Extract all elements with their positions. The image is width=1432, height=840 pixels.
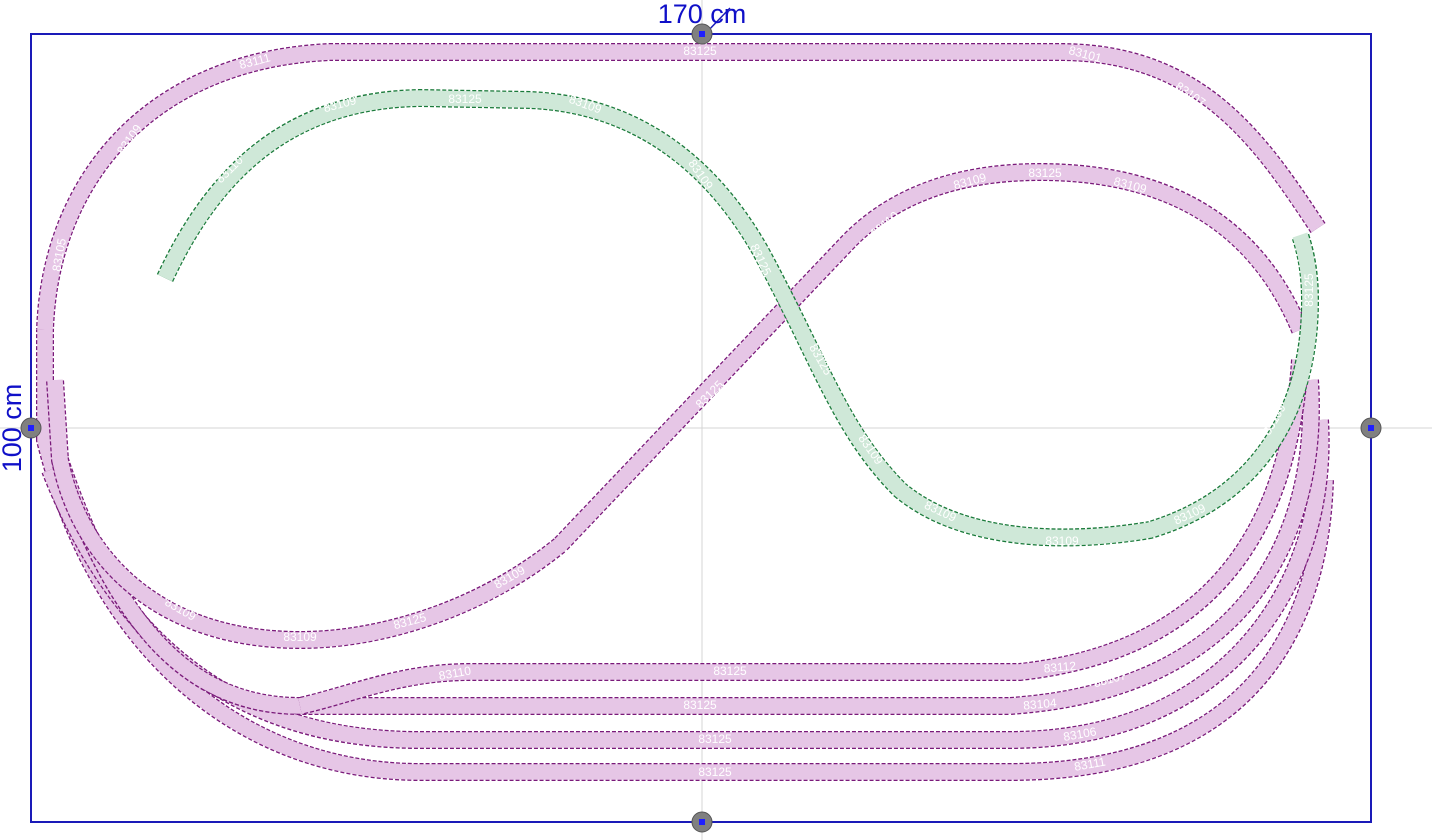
- handle-dot: [699, 31, 705, 37]
- track-label: 83105: [49, 237, 69, 273]
- track-label: 83125: [1302, 273, 1316, 307]
- track-label: 83125: [683, 44, 717, 58]
- track-label: 83125: [713, 664, 747, 678]
- track-bed: [52, 379, 1319, 714]
- handle-dot: [1368, 425, 1374, 431]
- track-label: 83125: [1028, 166, 1062, 180]
- handle-dot: [699, 819, 705, 825]
- track-label: 83109: [1045, 534, 1079, 548]
- handles: [20, 23, 1382, 833]
- tracks: [36, 43, 1334, 781]
- track-label: 83112: [1043, 659, 1077, 676]
- handle-dot: [28, 425, 34, 431]
- track-bed: [157, 90, 1318, 546]
- track-label: 83125: [698, 732, 732, 746]
- track-label: 83106: [1062, 724, 1098, 744]
- track-label: 83104: [1023, 696, 1058, 713]
- track-bed: [37, 44, 1325, 331]
- track-label: 83125: [698, 765, 732, 779]
- track-label: 83125: [448, 92, 482, 106]
- track-label: 83109: [283, 630, 317, 644]
- track-bed: [47, 164, 1308, 648]
- track-label: 83125: [683, 698, 717, 712]
- track-bed: [298, 359, 1308, 714]
- track-label: 83111: [1073, 754, 1107, 773]
- track-label: 83110: [438, 663, 473, 682]
